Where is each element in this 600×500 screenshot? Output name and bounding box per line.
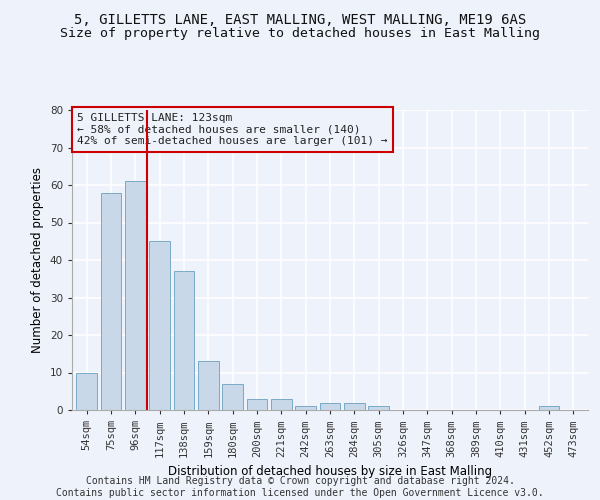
Bar xyxy=(247,399,268,410)
Bar xyxy=(368,406,389,410)
Bar xyxy=(295,406,316,410)
Bar xyxy=(344,402,365,410)
Text: Size of property relative to detached houses in East Malling: Size of property relative to detached ho… xyxy=(60,28,540,40)
Bar xyxy=(222,384,243,410)
Y-axis label: Number of detached properties: Number of detached properties xyxy=(31,167,44,353)
Bar xyxy=(149,242,170,410)
Text: 5 GILLETTS LANE: 123sqm
← 58% of detached houses are smaller (140)
42% of semi-d: 5 GILLETTS LANE: 123sqm ← 58% of detache… xyxy=(77,113,388,146)
Bar xyxy=(539,406,559,410)
Bar xyxy=(76,372,97,410)
Bar xyxy=(101,192,121,410)
Text: Contains HM Land Registry data © Crown copyright and database right 2024.
Contai: Contains HM Land Registry data © Crown c… xyxy=(56,476,544,498)
Text: 5, GILLETTS LANE, EAST MALLING, WEST MALLING, ME19 6AS: 5, GILLETTS LANE, EAST MALLING, WEST MAL… xyxy=(74,12,526,26)
Bar xyxy=(173,271,194,410)
X-axis label: Distribution of detached houses by size in East Malling: Distribution of detached houses by size … xyxy=(168,465,492,478)
Bar xyxy=(320,402,340,410)
Bar xyxy=(271,399,292,410)
Bar xyxy=(125,181,146,410)
Bar xyxy=(198,361,218,410)
